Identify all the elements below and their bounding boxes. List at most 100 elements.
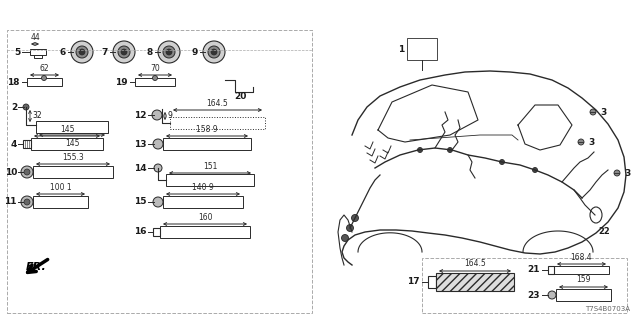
Circle shape <box>152 76 157 81</box>
Bar <box>7 30 312 313</box>
Bar <box>166 174 254 186</box>
Text: 15: 15 <box>134 197 147 206</box>
Circle shape <box>21 196 33 208</box>
Circle shape <box>76 46 88 58</box>
Text: 3: 3 <box>624 169 630 178</box>
Circle shape <box>158 41 180 63</box>
Text: FR.: FR. <box>26 262 46 272</box>
Text: 11: 11 <box>4 197 17 206</box>
Bar <box>160 226 250 238</box>
Bar <box>556 289 611 301</box>
Circle shape <box>118 46 130 58</box>
Circle shape <box>590 109 596 115</box>
Text: 164.5: 164.5 <box>207 99 228 108</box>
Circle shape <box>152 110 162 120</box>
Text: 145: 145 <box>60 124 74 133</box>
Text: 151: 151 <box>203 162 217 171</box>
Circle shape <box>153 197 163 207</box>
Circle shape <box>79 49 85 55</box>
Circle shape <box>342 235 349 242</box>
Text: 22: 22 <box>598 227 610 236</box>
Text: 100 1: 100 1 <box>50 182 71 191</box>
Text: 168.4: 168.4 <box>571 252 592 261</box>
Circle shape <box>163 46 175 58</box>
Text: 10: 10 <box>4 167 17 177</box>
Circle shape <box>447 148 452 153</box>
Bar <box>34 55 42 58</box>
Text: 2: 2 <box>11 102 17 111</box>
Bar <box>554 266 609 274</box>
Text: 7: 7 <box>102 47 108 57</box>
Circle shape <box>166 49 172 55</box>
Text: 4: 4 <box>11 140 17 148</box>
Text: 1: 1 <box>397 44 404 53</box>
Text: 9: 9 <box>191 47 198 57</box>
Text: 32: 32 <box>32 110 42 119</box>
Text: 62: 62 <box>40 63 49 73</box>
Bar <box>422 258 627 313</box>
Circle shape <box>23 104 29 110</box>
Bar <box>36 121 108 133</box>
Bar <box>135 78 175 86</box>
Text: 160: 160 <box>198 212 212 221</box>
Circle shape <box>113 41 135 63</box>
Text: 16: 16 <box>134 228 147 236</box>
Circle shape <box>154 164 162 172</box>
Text: 158 9: 158 9 <box>196 124 218 133</box>
Circle shape <box>121 49 127 55</box>
Bar <box>163 138 251 150</box>
Text: 5: 5 <box>13 47 20 57</box>
Text: 8: 8 <box>147 47 153 57</box>
Bar <box>31 138 103 150</box>
Text: 140 9: 140 9 <box>192 182 214 191</box>
Circle shape <box>208 46 220 58</box>
Text: 14: 14 <box>134 164 147 172</box>
Text: 164.5: 164.5 <box>464 260 486 268</box>
Circle shape <box>417 148 422 153</box>
Bar <box>33 166 113 178</box>
Circle shape <box>24 199 30 205</box>
Text: 13: 13 <box>134 140 147 148</box>
Text: 23: 23 <box>527 291 540 300</box>
Circle shape <box>24 169 30 175</box>
Circle shape <box>203 41 225 63</box>
Text: 155.3: 155.3 <box>62 153 84 162</box>
Text: 159: 159 <box>576 276 591 284</box>
Text: 21: 21 <box>527 266 540 275</box>
Text: 6: 6 <box>60 47 66 57</box>
Text: 145: 145 <box>65 139 79 148</box>
Bar <box>163 196 243 208</box>
Text: 17: 17 <box>408 277 420 286</box>
Text: 18: 18 <box>8 77 20 86</box>
Bar <box>33 196 88 208</box>
Circle shape <box>153 139 163 149</box>
Circle shape <box>71 41 93 63</box>
Circle shape <box>548 291 556 299</box>
Text: 9: 9 <box>167 110 172 119</box>
Circle shape <box>211 49 217 55</box>
Bar <box>170 117 265 129</box>
Bar <box>436 273 514 291</box>
Bar <box>407 38 437 60</box>
Circle shape <box>351 214 358 221</box>
Text: 3: 3 <box>600 108 606 116</box>
Text: 12: 12 <box>134 110 147 119</box>
Text: 19: 19 <box>115 77 128 86</box>
Text: 20: 20 <box>234 92 246 100</box>
Circle shape <box>42 76 47 81</box>
Bar <box>428 276 436 288</box>
Bar <box>30 49 46 55</box>
Bar <box>153 228 160 236</box>
Circle shape <box>532 167 538 172</box>
Circle shape <box>578 139 584 145</box>
Text: T7S4B0703A: T7S4B0703A <box>585 306 630 312</box>
Circle shape <box>499 159 504 164</box>
Text: 44: 44 <box>30 33 40 42</box>
Text: 3: 3 <box>588 138 595 147</box>
Circle shape <box>21 166 33 178</box>
Bar <box>27 78 62 86</box>
Bar <box>548 266 554 274</box>
Circle shape <box>346 225 353 231</box>
Circle shape <box>614 170 620 176</box>
Text: 70: 70 <box>150 63 160 73</box>
